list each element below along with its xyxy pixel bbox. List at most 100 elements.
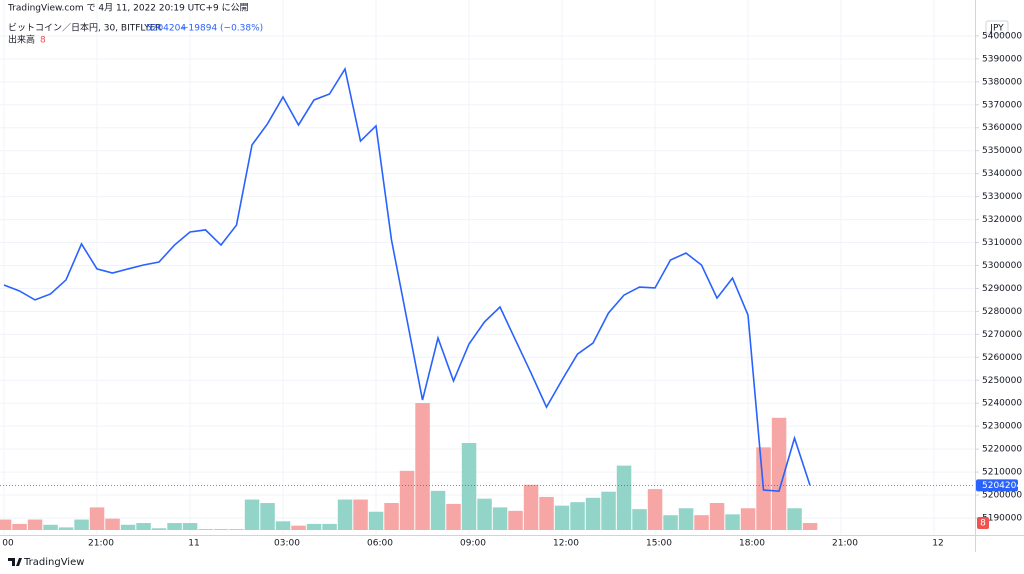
x-tick-label: 12:00 xyxy=(553,539,579,549)
volume-label: 出来高 xyxy=(8,34,35,46)
volume-bar xyxy=(74,519,89,530)
x-tick-label: 21:00 xyxy=(832,539,858,549)
volume-bar xyxy=(694,515,709,530)
volume-bar xyxy=(337,499,353,530)
volume-bar xyxy=(663,515,678,530)
y-tick-label: 5200000 xyxy=(982,491,1022,501)
x-tick-label: 18:00 xyxy=(739,539,765,549)
volume-bar xyxy=(632,509,647,530)
currency[interactable]: JPY xyxy=(989,24,1004,34)
volume-bar xyxy=(523,484,539,530)
x-tick-label: 11 xyxy=(188,539,199,549)
volume-bar xyxy=(508,510,523,530)
y-tick-label: 5330000 xyxy=(982,192,1022,202)
volume-bar xyxy=(415,403,430,530)
x-tick-label: 03:00 xyxy=(274,539,300,549)
volume-bar xyxy=(771,417,787,530)
y-tick-label: 5340000 xyxy=(982,169,1022,179)
volume-bar xyxy=(430,490,446,530)
x-tick-label: 06:00 xyxy=(367,539,393,549)
x-tick-label: 15:00 xyxy=(646,539,672,549)
footer-logo xyxy=(8,558,22,566)
volume-bar xyxy=(43,524,58,530)
volume-bar xyxy=(182,523,198,530)
y-tick-label: 5250000 xyxy=(982,376,1022,386)
x-tick-label: 21:00 xyxy=(88,539,114,549)
y-tick-label: 5380000 xyxy=(982,77,1022,87)
volume-bar xyxy=(570,502,585,530)
volume-bar xyxy=(229,529,244,530)
legend-price: 5204204 xyxy=(146,24,186,34)
y-tick-label: 5260000 xyxy=(982,353,1022,363)
y-tick-label: 5390000 xyxy=(982,54,1022,64)
volume-bar xyxy=(539,496,554,530)
volume-bar xyxy=(601,491,616,530)
price-layer xyxy=(0,66,975,492)
volume-bar xyxy=(399,470,415,530)
volume-bar xyxy=(275,521,291,530)
grid xyxy=(0,0,975,535)
volume-bar xyxy=(446,503,461,530)
volume-bar xyxy=(120,524,136,530)
volume-bar xyxy=(585,497,601,530)
y-tick-label: 5310000 xyxy=(982,238,1022,248)
price-line xyxy=(3,66,811,492)
volume-bar xyxy=(198,529,213,530)
symbol: ビットコイン／日本円, 30, BITFLYER xyxy=(8,22,162,34)
published-line: TradingView.com で 4月 11, 2022 20:19 UTC+… xyxy=(7,3,249,14)
y-tick-label: 5370000 xyxy=(982,100,1022,110)
volume-bar xyxy=(89,507,105,530)
volume-bar xyxy=(616,465,632,530)
volume-bar xyxy=(213,529,229,530)
volume-bar xyxy=(105,518,120,530)
y-tick-label: 5300000 xyxy=(982,261,1022,271)
volume-bar xyxy=(167,523,182,530)
y-tick-label: 5320000 xyxy=(982,215,1022,225)
volume-bar xyxy=(136,523,151,530)
volume-bar xyxy=(384,503,399,530)
last-volume-box xyxy=(977,517,989,529)
x-tick-label: 12 xyxy=(932,539,943,549)
volume-bar xyxy=(554,505,570,530)
volume-bar xyxy=(725,514,740,530)
volume-bar xyxy=(678,508,694,530)
y-tick-label: 5210000 xyxy=(982,468,1022,478)
volume-bar xyxy=(353,499,368,530)
footer-brand: TradingView xyxy=(23,557,84,568)
volume-bar xyxy=(322,523,337,530)
volume-bar xyxy=(647,489,663,530)
currency-box[interactable] xyxy=(985,20,1009,35)
volume-bar xyxy=(151,528,167,530)
y-tick-label: 5280000 xyxy=(982,307,1022,317)
x-tick-label: 09:00 xyxy=(460,539,486,549)
y-tick-label: 5240000 xyxy=(982,399,1022,409)
y-tick-label: 5350000 xyxy=(982,146,1022,156)
last-price-label: 5204204 xyxy=(982,481,1022,491)
volume-bar xyxy=(12,523,27,530)
volume-bar xyxy=(0,519,12,530)
volume-bar xyxy=(291,525,306,530)
volume-bar xyxy=(260,503,275,530)
volume-bar xyxy=(787,508,802,530)
volume-bar xyxy=(306,523,322,530)
y-tick-label: 5290000 xyxy=(982,284,1022,294)
legend-change: −19894 (−0.38%) xyxy=(181,24,263,34)
volume-bar xyxy=(244,499,260,530)
volume-layer xyxy=(0,403,818,530)
x-tick-label: 00 xyxy=(2,539,14,549)
y-tick-label: 5270000 xyxy=(982,330,1022,340)
volume-legend-value: 8 xyxy=(40,36,46,46)
volume-bar xyxy=(461,443,477,530)
volume-bar xyxy=(368,511,384,530)
y-tick-label: 5190000 xyxy=(982,514,1022,524)
volume-bar xyxy=(27,519,43,530)
y-tick-label: 5360000 xyxy=(982,123,1022,133)
y-tick-label: 5230000 xyxy=(982,422,1022,432)
volume-bar xyxy=(740,508,756,530)
volume-bar xyxy=(709,503,725,530)
volume-bar xyxy=(492,507,508,530)
last-price-box xyxy=(976,479,1018,492)
volume-bar xyxy=(58,527,74,530)
